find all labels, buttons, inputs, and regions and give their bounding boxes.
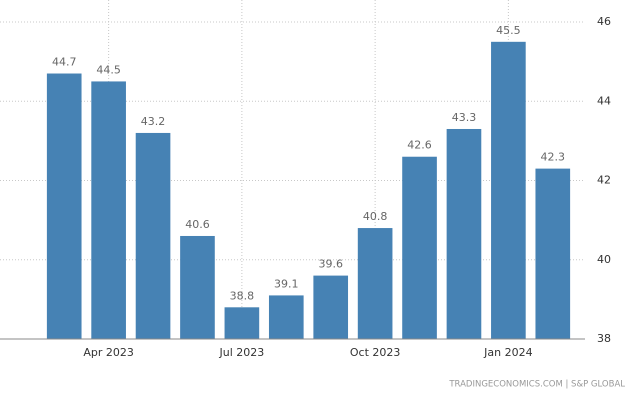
value-label: 42.3 [541, 151, 566, 164]
bar [46, 73, 82, 339]
bar [446, 128, 482, 339]
value-label: 38.8 [230, 289, 255, 302]
y-tick-label: 46 [597, 15, 611, 28]
y-tick-label: 40 [597, 253, 611, 266]
x-tick-label: Jan 2024 [483, 346, 532, 359]
value-label: 39.6 [318, 258, 343, 271]
source-note: TRADINGECONOMICS.COM | S&P GLOBAL [448, 380, 625, 390]
bar [135, 132, 171, 339]
bar [357, 228, 393, 339]
x-tick-label: Apr 2023 [83, 346, 134, 359]
bar [180, 235, 215, 339]
value-label: 39.1 [274, 277, 299, 290]
value-label: 44.5 [96, 63, 121, 76]
x-tick-label: Jul 2023 [218, 346, 264, 359]
value-label: 40.8 [363, 210, 388, 223]
y-tick-label: 42 [597, 174, 611, 187]
value-label: 40.6 [185, 218, 210, 231]
bar [402, 156, 437, 339]
value-label: 43.3 [452, 111, 477, 124]
value-label: 43.2 [141, 115, 166, 128]
y-tick-label: 44 [597, 94, 611, 107]
value-label: 45.5 [496, 24, 521, 37]
value-label: 44.7 [52, 56, 77, 69]
bar [535, 168, 571, 339]
value-label: 42.6 [407, 139, 432, 152]
y-tick-label: 38 [597, 332, 611, 345]
bar [313, 275, 349, 339]
x-tick-label: Oct 2023 [350, 346, 401, 359]
bar [268, 295, 304, 339]
bar [91, 81, 126, 339]
bar [224, 307, 260, 339]
bar [491, 41, 526, 339]
